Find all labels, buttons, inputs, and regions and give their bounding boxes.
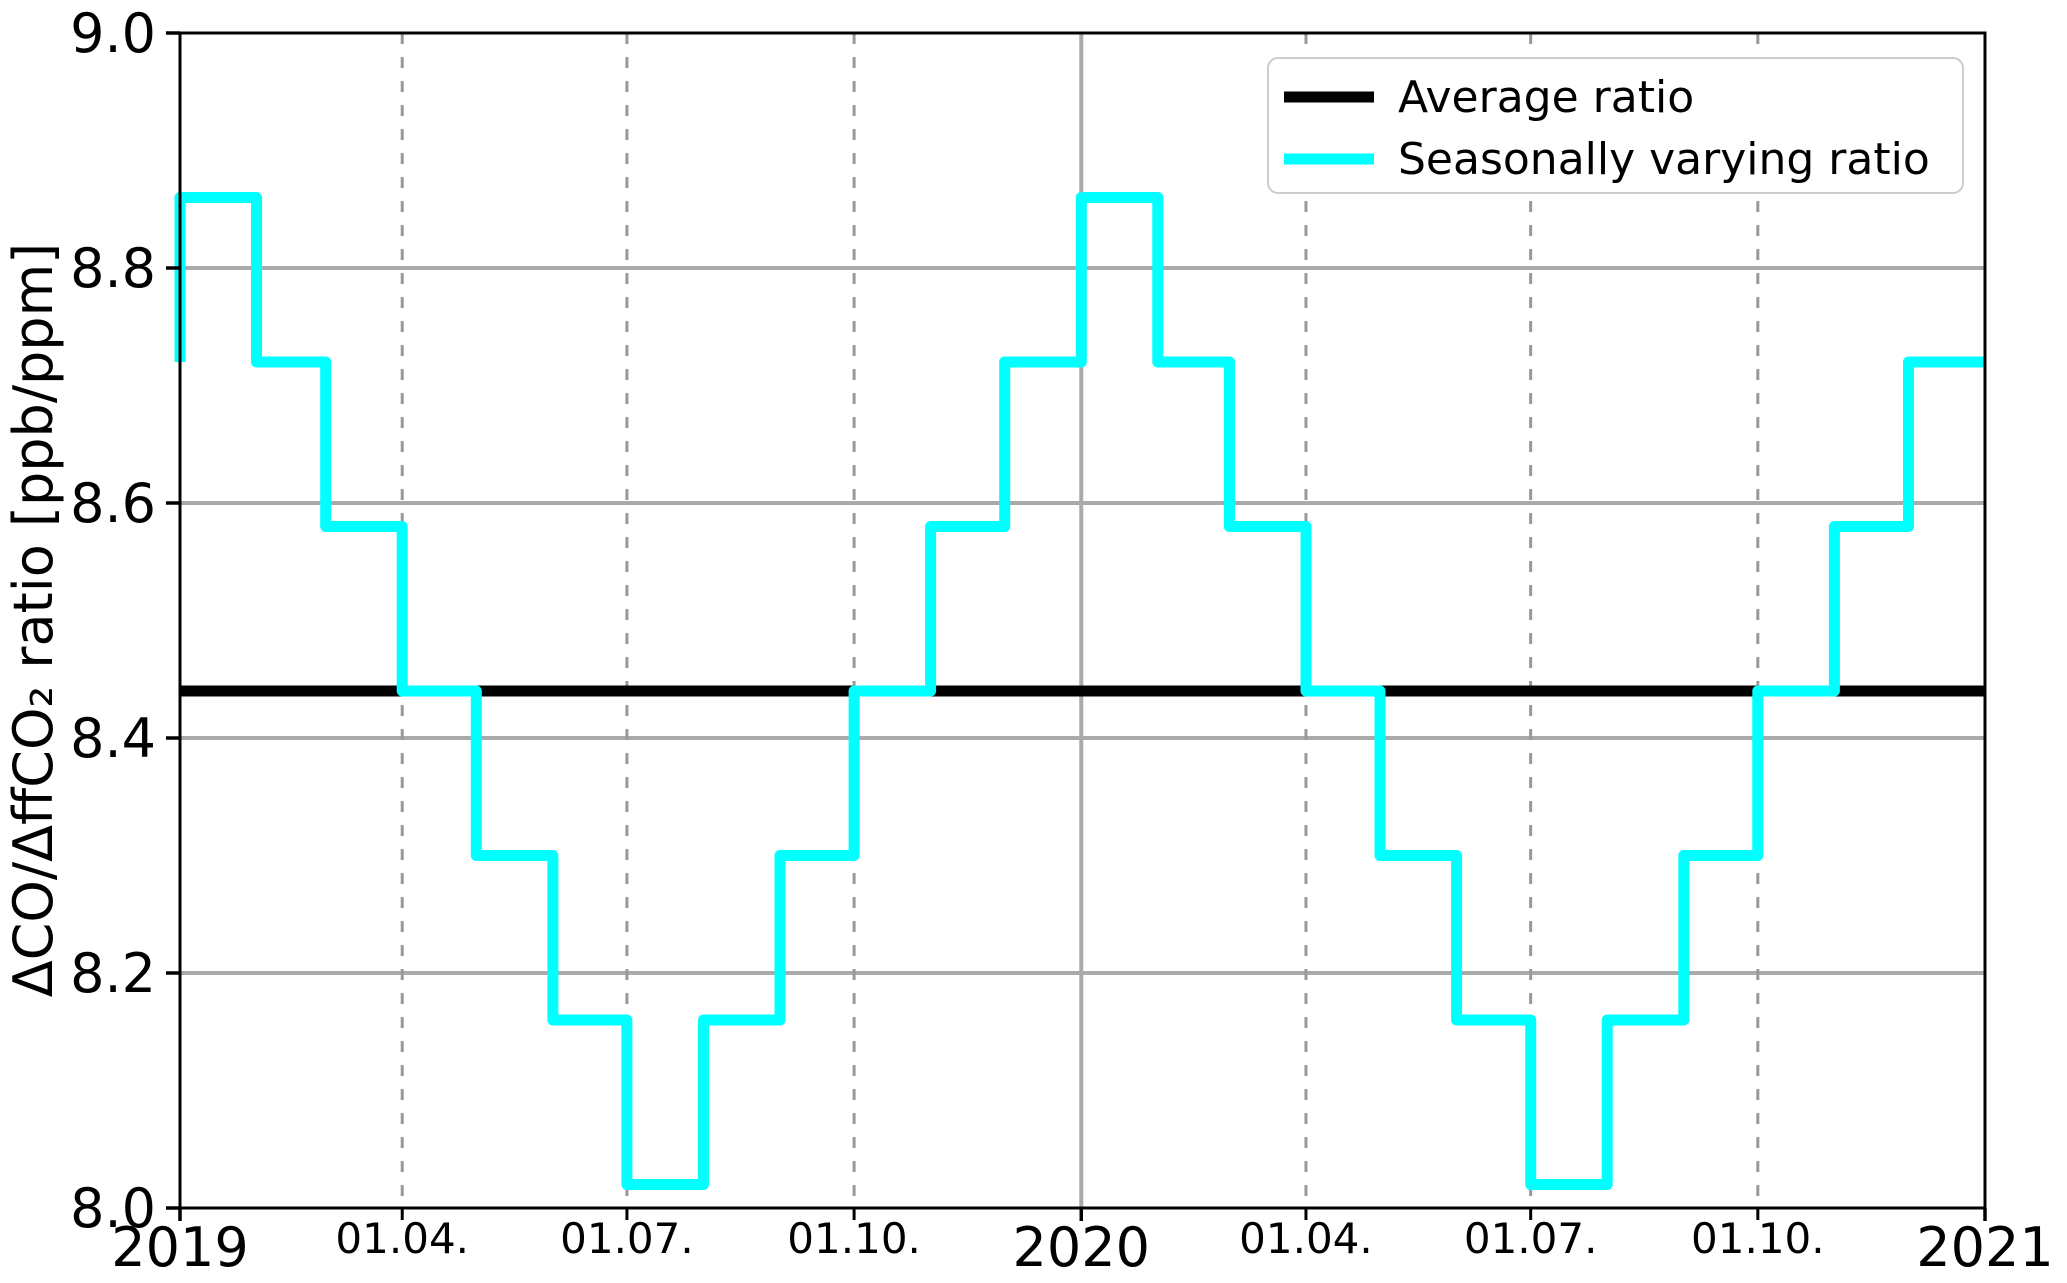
axis-ticks-layer <box>166 31 1987 1221</box>
y-tick-label: 8.8 <box>70 237 156 300</box>
x-tick-label-quarter: 01.04. <box>1239 1214 1373 1263</box>
x-tick-label-year: 2021 <box>1916 1216 2053 1279</box>
x-tick-label-year: 2019 <box>111 1216 248 1279</box>
x-tick-label-year: 2020 <box>1013 1216 1150 1279</box>
y-tick-label: 9.0 <box>70 2 156 65</box>
legend-label-average: Average ratio <box>1398 72 1694 123</box>
y-tick-label: 8.6 <box>70 472 156 535</box>
y-tick-label: 8.2 <box>70 942 156 1005</box>
y-axis-label: ΔCO/ΔffCO₂ ratio [ppb/ppm] <box>2 243 65 998</box>
y-tick-label: 8.4 <box>70 707 156 770</box>
series-layer <box>174 192 1985 1190</box>
seasonal-ratio-step-line <box>174 192 1985 1190</box>
legend-label-seasonal: Seasonally varying ratio <box>1398 134 1930 185</box>
legend: Average ratio Seasonally varying ratio <box>1267 57 1964 194</box>
x-tick-label-quarter: 01.10. <box>1691 1214 1825 1263</box>
x-tick-label-quarter: 01.04. <box>335 1214 469 1263</box>
legend-box <box>1267 57 1964 194</box>
x-tick-label-quarter: 01.10. <box>787 1214 921 1263</box>
y-tick-label: 8.0 <box>70 1177 156 1240</box>
x-tick-label-quarter: 01.07. <box>1464 1214 1598 1263</box>
x-tick-label-quarter: 01.07. <box>560 1214 694 1263</box>
